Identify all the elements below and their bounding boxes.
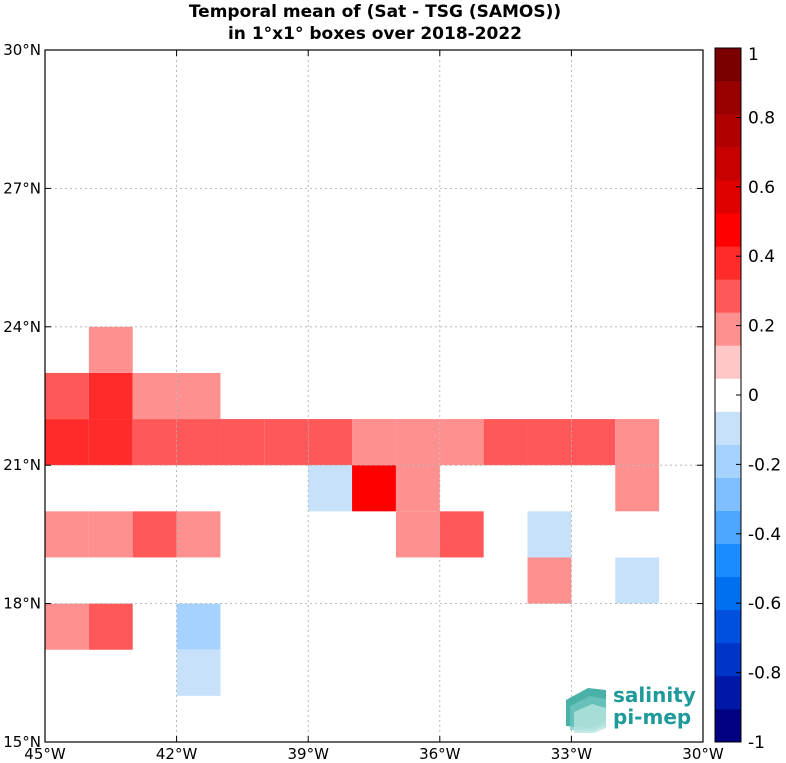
y-tick-label: 30°N xyxy=(3,41,41,59)
heatmap-cell xyxy=(527,557,572,604)
heatmap-cell xyxy=(176,419,221,466)
heatmap-cell xyxy=(395,419,440,466)
heatmap-cell xyxy=(352,419,396,466)
heatmap-cell xyxy=(88,326,133,373)
colorbar-bin xyxy=(715,180,741,214)
colorbar-bin xyxy=(715,708,741,743)
heatmap-cell xyxy=(132,419,177,466)
heatmap-cell xyxy=(176,649,221,696)
colorbar-tick-label: -0.4 xyxy=(748,525,781,545)
colorbar-bin xyxy=(715,279,741,313)
colorbar-bin xyxy=(715,246,741,280)
logo-line2: pi-mep xyxy=(613,705,691,729)
colorbar-bin xyxy=(715,642,741,677)
colorbar-bin xyxy=(715,114,741,148)
heatmap-cell xyxy=(220,419,265,466)
colorbar-tick-label: 0.6 xyxy=(748,178,775,198)
colorbar-tick-label: -1 xyxy=(748,733,765,753)
y-tick-label: 27°N xyxy=(3,179,41,197)
colorbar-bin xyxy=(715,312,741,346)
heatmap-cell xyxy=(395,465,440,512)
heatmap-cell xyxy=(45,372,89,420)
heatmap-cell xyxy=(308,465,353,512)
y-tick-label: 24°N xyxy=(3,318,41,336)
colorbar-bin xyxy=(715,675,741,710)
y-tick-label: 21°N xyxy=(3,456,41,474)
colorbar-bin xyxy=(715,510,741,545)
x-axis: 45°W 42°W 39°W 36°W 33°W 30°W xyxy=(24,50,724,763)
heatmap-cell xyxy=(395,511,440,558)
colorbar-bin xyxy=(715,411,741,445)
heatmap-cell xyxy=(176,372,221,420)
colorbar-bin xyxy=(715,609,741,644)
x-tick-label: 30°W xyxy=(682,745,724,763)
heatmap-cell xyxy=(88,511,133,558)
heatmap-cell xyxy=(132,511,177,558)
heatmap-cell xyxy=(615,419,660,466)
salinity-pimep-logo: salinity pi-mep xyxy=(566,683,696,733)
heatmap-cell xyxy=(527,419,572,466)
x-tick-label: 45°W xyxy=(24,745,66,763)
colorbar-tick-label: 0.4 xyxy=(748,247,775,267)
colorbar-tick-label: 0.2 xyxy=(748,317,775,337)
colorbar-bin xyxy=(715,213,741,247)
heatmap-cell xyxy=(308,419,353,466)
heatmap-cell xyxy=(571,419,616,466)
colorbar-bin xyxy=(715,345,741,379)
colorbar-bin xyxy=(715,444,741,478)
colorbar-bin xyxy=(715,543,741,578)
heatmap-cell xyxy=(45,511,89,558)
colorbar-bin xyxy=(715,81,741,115)
heatmap-cell xyxy=(176,511,221,558)
colorbar-tick-label: -0.2 xyxy=(748,455,781,475)
heatmap-cell xyxy=(88,419,133,466)
logo-wave-icon xyxy=(566,688,606,733)
colorbar-tick-label: 1 xyxy=(748,45,759,65)
heatmap-cell xyxy=(615,557,660,604)
x-tick-label: 36°W xyxy=(419,745,461,763)
heatmap-cell xyxy=(132,372,177,420)
heatmap-cell xyxy=(483,419,528,466)
y-tick-label: 18°N xyxy=(3,595,41,613)
heatmap-cell xyxy=(88,603,133,650)
heatmap-cell xyxy=(439,419,484,466)
colorbar-bin xyxy=(715,147,741,181)
heatmap-cell xyxy=(264,419,309,466)
chart-subtitle: in 1°x1° boxes over 2018-2022 xyxy=(228,24,522,44)
x-tick-label: 39°W xyxy=(287,745,329,763)
colorbar-bin xyxy=(715,576,741,611)
heatmap-cell xyxy=(352,465,396,512)
colorbar-bin xyxy=(715,477,741,511)
gridlines xyxy=(45,50,703,742)
plot-frame xyxy=(44,49,704,743)
y-axis: 15°N 18°N 21°N 24°N 27°N 30°N xyxy=(3,41,703,751)
heatmap-cell xyxy=(45,603,89,650)
heatmap-cell xyxy=(615,465,660,512)
colorbar-tick-label: 0.8 xyxy=(748,108,775,128)
heatmap-cells xyxy=(45,326,660,696)
y-tick-label: 15°N xyxy=(3,733,41,751)
colorbar-tick-label: 0 xyxy=(748,386,759,406)
colorbar-tick-label: -0.8 xyxy=(748,664,781,684)
heatmap-cell xyxy=(439,511,484,558)
colorbar: 1 0.8 0.6 0.4 0.2 0 -0.2 -0.4 -0.6 -0.8 -1 xyxy=(714,45,781,753)
heatmap-cell xyxy=(45,419,89,466)
x-tick-label: 33°W xyxy=(551,745,593,763)
heatmap-cell xyxy=(176,603,221,650)
x-tick-label: 42°W xyxy=(156,745,198,763)
heatmap-cell xyxy=(527,511,572,558)
chart-title: Temporal mean of (Sat - TSG (SAMOS)) xyxy=(189,2,561,22)
colorbar-tick-label: -0.6 xyxy=(748,594,781,614)
heatmap-cell xyxy=(88,372,133,420)
logo-line1: salinity xyxy=(613,683,696,707)
colorbar-bin xyxy=(715,48,741,82)
